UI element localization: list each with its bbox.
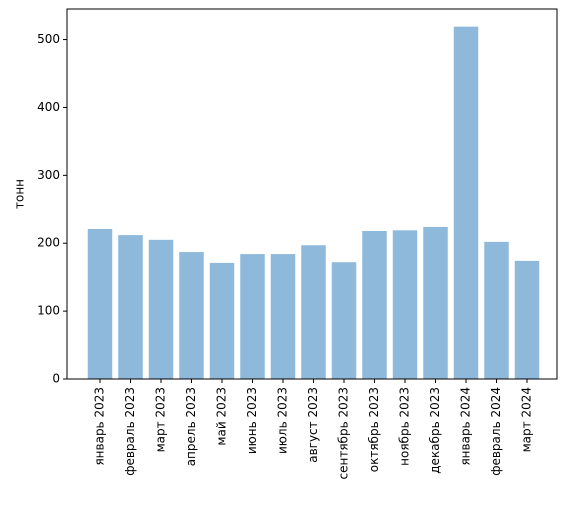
x-tick-label: май 2023 bbox=[215, 387, 229, 446]
x-tick-label: январь 2024 bbox=[459, 387, 473, 466]
bar bbox=[362, 231, 387, 379]
y-tick-label: 0 bbox=[52, 372, 60, 386]
y-axis-label: тонн bbox=[13, 179, 27, 209]
bar bbox=[87, 228, 113, 379]
bar bbox=[484, 241, 509, 379]
bar bbox=[423, 226, 448, 379]
bar bbox=[514, 260, 540, 379]
x-tick-label: март 2024 bbox=[520, 387, 534, 452]
x-tick-label: февраль 2023 bbox=[123, 387, 137, 476]
y-tick-label: 400 bbox=[37, 100, 60, 114]
bar bbox=[240, 254, 265, 379]
x-tick-label: март 2023 bbox=[154, 387, 168, 452]
bar bbox=[331, 262, 357, 379]
bar bbox=[301, 245, 326, 379]
x-axis-ticks: январь 2023 февраль 2023 март 2023 апрель 2… bbox=[93, 379, 534, 479]
bar bbox=[270, 254, 296, 379]
bar bbox=[118, 235, 143, 379]
y-axis-ticks: 0 100 200 300 400 500 bbox=[37, 32, 67, 386]
x-tick-label: сентябрь 2023 bbox=[337, 387, 351, 479]
x-tick-label: август 2023 bbox=[306, 387, 320, 463]
x-tick-label: декабрь 2023 bbox=[428, 387, 442, 474]
bar bbox=[453, 26, 479, 380]
y-tick-label: 300 bbox=[37, 168, 60, 182]
x-tick-label: январь 2023 bbox=[93, 387, 107, 466]
y-tick-label: 500 bbox=[37, 32, 60, 46]
bar bbox=[392, 230, 418, 379]
bar bbox=[209, 262, 235, 379]
bar bbox=[179, 252, 204, 379]
plot-frame bbox=[66, 8, 558, 380]
x-tick-label: июнь 2023 bbox=[245, 387, 259, 454]
x-tick-label: апрель 2023 bbox=[184, 387, 198, 466]
y-tick-label: 100 bbox=[37, 304, 60, 318]
bar bbox=[148, 239, 174, 379]
bars bbox=[87, 26, 540, 380]
x-tick-label: февраль 2024 bbox=[489, 387, 503, 476]
x-tick-label: июль 2023 bbox=[276, 387, 290, 454]
x-tick-label: октябрь 2023 bbox=[367, 387, 381, 472]
y-tick-label: 200 bbox=[37, 236, 60, 250]
x-tick-label: ноябрь 2023 bbox=[398, 387, 412, 466]
